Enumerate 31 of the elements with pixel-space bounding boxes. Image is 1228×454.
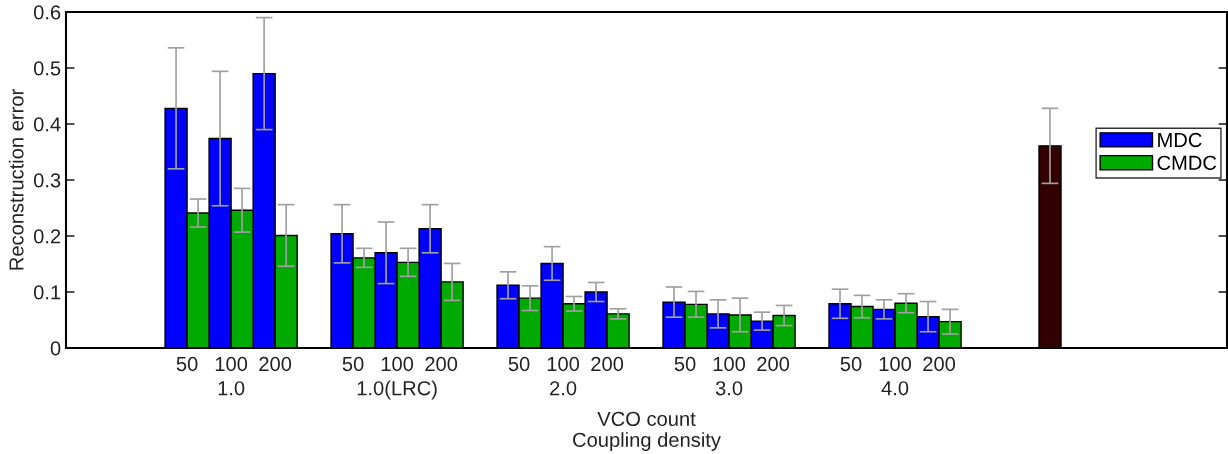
text: 2.0 (550, 381, 577, 396)
x-tick-label: 50 (342, 356, 364, 372)
y-tick-label: 0.6 (33, 5, 61, 20)
y-tick-label: 0.5 (33, 61, 61, 76)
x-tick-label: 50 (674, 356, 696, 372)
x-axis-title: VCO count Coupling density (573, 411, 721, 451)
x-tick-label: 100 (547, 356, 580, 372)
x-tick-label: 200 (757, 356, 790, 372)
x-tick-label: 100 (381, 356, 414, 372)
y-tick-label: 0.2 (33, 229, 61, 244)
text: 3.0 (715, 381, 743, 396)
x-tick-label: 50 (840, 356, 862, 372)
legend-label: CMDC (1157, 155, 1217, 170)
x-tick-label: 200 (923, 356, 956, 372)
text: 4.0 (881, 381, 909, 396)
x-tick-label: 100 (215, 356, 248, 372)
y-tick-label: 0.3 (33, 173, 61, 188)
x-tick-label: 50 (508, 356, 530, 372)
text: 1.0(LRC) (357, 380, 437, 400)
x-tick-label: 100 (713, 356, 746, 372)
x-tick-label: 200 (259, 356, 292, 372)
y-tick-label: 0.4 (33, 117, 61, 132)
x-tick-label: 100 (879, 356, 912, 372)
legend-label: MDC (1158, 132, 1202, 148)
x-tick-label: 200 (425, 356, 458, 372)
y-tick-label: 0.1 (33, 285, 61, 300)
x-tick-label: 200 (591, 356, 624, 372)
y-tick-label: 0 (50, 341, 61, 356)
text: 1.0 (218, 381, 245, 396)
y-axis-title: Reconstruction error (8, 89, 24, 270)
x-tick-label: 50 (176, 356, 198, 372)
